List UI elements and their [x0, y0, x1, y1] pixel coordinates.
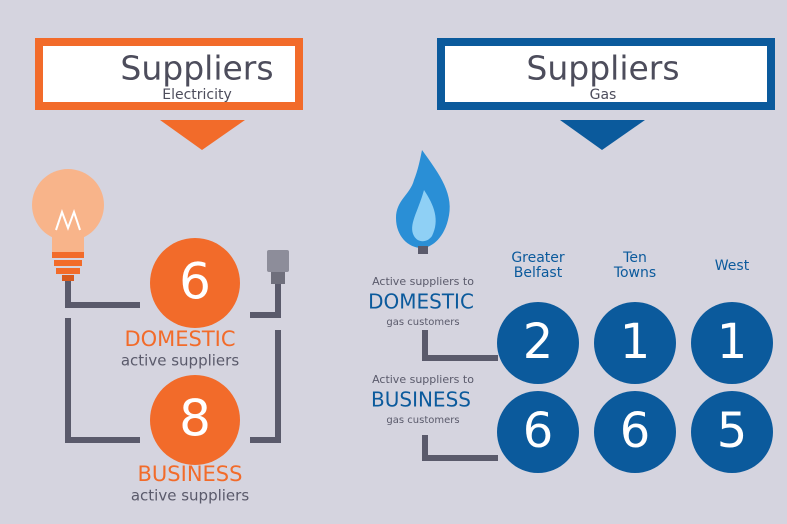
business-intro: Active suppliers to — [372, 373, 474, 386]
gas-subtitle: Gas — [590, 87, 617, 103]
connector — [250, 330, 281, 443]
business-caption: active suppliers — [131, 487, 249, 505]
region-label: Ten — [622, 250, 647, 266]
domestic-label: DOMESTIC — [368, 290, 474, 314]
business-label: BUSINESS — [138, 462, 243, 486]
electricity-header — [35, 38, 303, 110]
pointer — [560, 120, 645, 150]
count-circle — [150, 238, 240, 328]
region-label: Greater — [511, 250, 565, 266]
domestic-intro: Active suppliers to — [372, 275, 474, 288]
business-count: 6 — [523, 403, 554, 459]
connector — [65, 318, 140, 443]
region-label: West — [715, 258, 750, 274]
flame-icon — [396, 150, 450, 254]
pointer — [160, 120, 245, 150]
connector — [422, 435, 498, 461]
domestic-caption: active suppliers — [121, 352, 239, 370]
count-circle — [594, 391, 676, 473]
domestic-caption: gas customers — [386, 317, 459, 328]
domestic-count: 2 — [523, 314, 554, 370]
region-label: Belfast — [514, 265, 563, 281]
connector — [250, 284, 281, 318]
region-label: Towns — [613, 265, 656, 281]
business-caption: gas customers — [386, 415, 459, 426]
business-count: 5 — [717, 403, 748, 459]
count-circle — [691, 302, 773, 384]
count-circle — [150, 375, 240, 465]
domestic-label: DOMESTIC — [124, 327, 235, 351]
bulb-icon — [32, 169, 104, 281]
count-circle — [691, 391, 773, 473]
domestic-count: 1 — [620, 314, 651, 370]
business-label: BUSINESS — [371, 388, 471, 412]
gas-header — [437, 38, 775, 110]
count-circle — [594, 302, 676, 384]
count-circle — [497, 391, 579, 473]
business-count: 8 — [179, 390, 211, 448]
gas-title: Suppliers — [526, 49, 679, 88]
connector — [422, 330, 498, 361]
count-circle — [497, 302, 579, 384]
domestic-count: 6 — [179, 253, 211, 311]
electricity-subtitle: Electricity — [162, 87, 232, 103]
business-count: 6 — [620, 403, 651, 459]
plug-icon — [267, 250, 289, 284]
electricity-title: Suppliers — [120, 49, 273, 88]
connector — [65, 281, 140, 308]
domestic-count: 1 — [717, 314, 748, 370]
